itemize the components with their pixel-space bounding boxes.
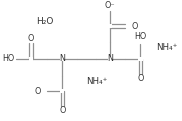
Text: O: O [59,106,66,115]
Text: NH₄⁺: NH₄⁺ [86,77,107,86]
Text: O: O [28,34,34,43]
Text: NH₄⁺: NH₄⁺ [156,43,177,52]
Text: O: O [137,74,144,83]
Text: O: O [132,22,138,30]
Text: O⁻: O⁻ [105,1,115,10]
Text: O: O [34,87,40,96]
Text: N: N [107,54,113,63]
Text: HO: HO [134,32,147,41]
Bar [29,57,33,61]
Bar [138,57,143,61]
Text: N: N [59,54,65,63]
Text: H₂O: H₂O [37,17,54,26]
Bar [60,89,64,93]
Text: HO: HO [3,54,15,63]
Bar [108,24,112,28]
Bar [108,57,112,61]
Bar [60,57,64,61]
